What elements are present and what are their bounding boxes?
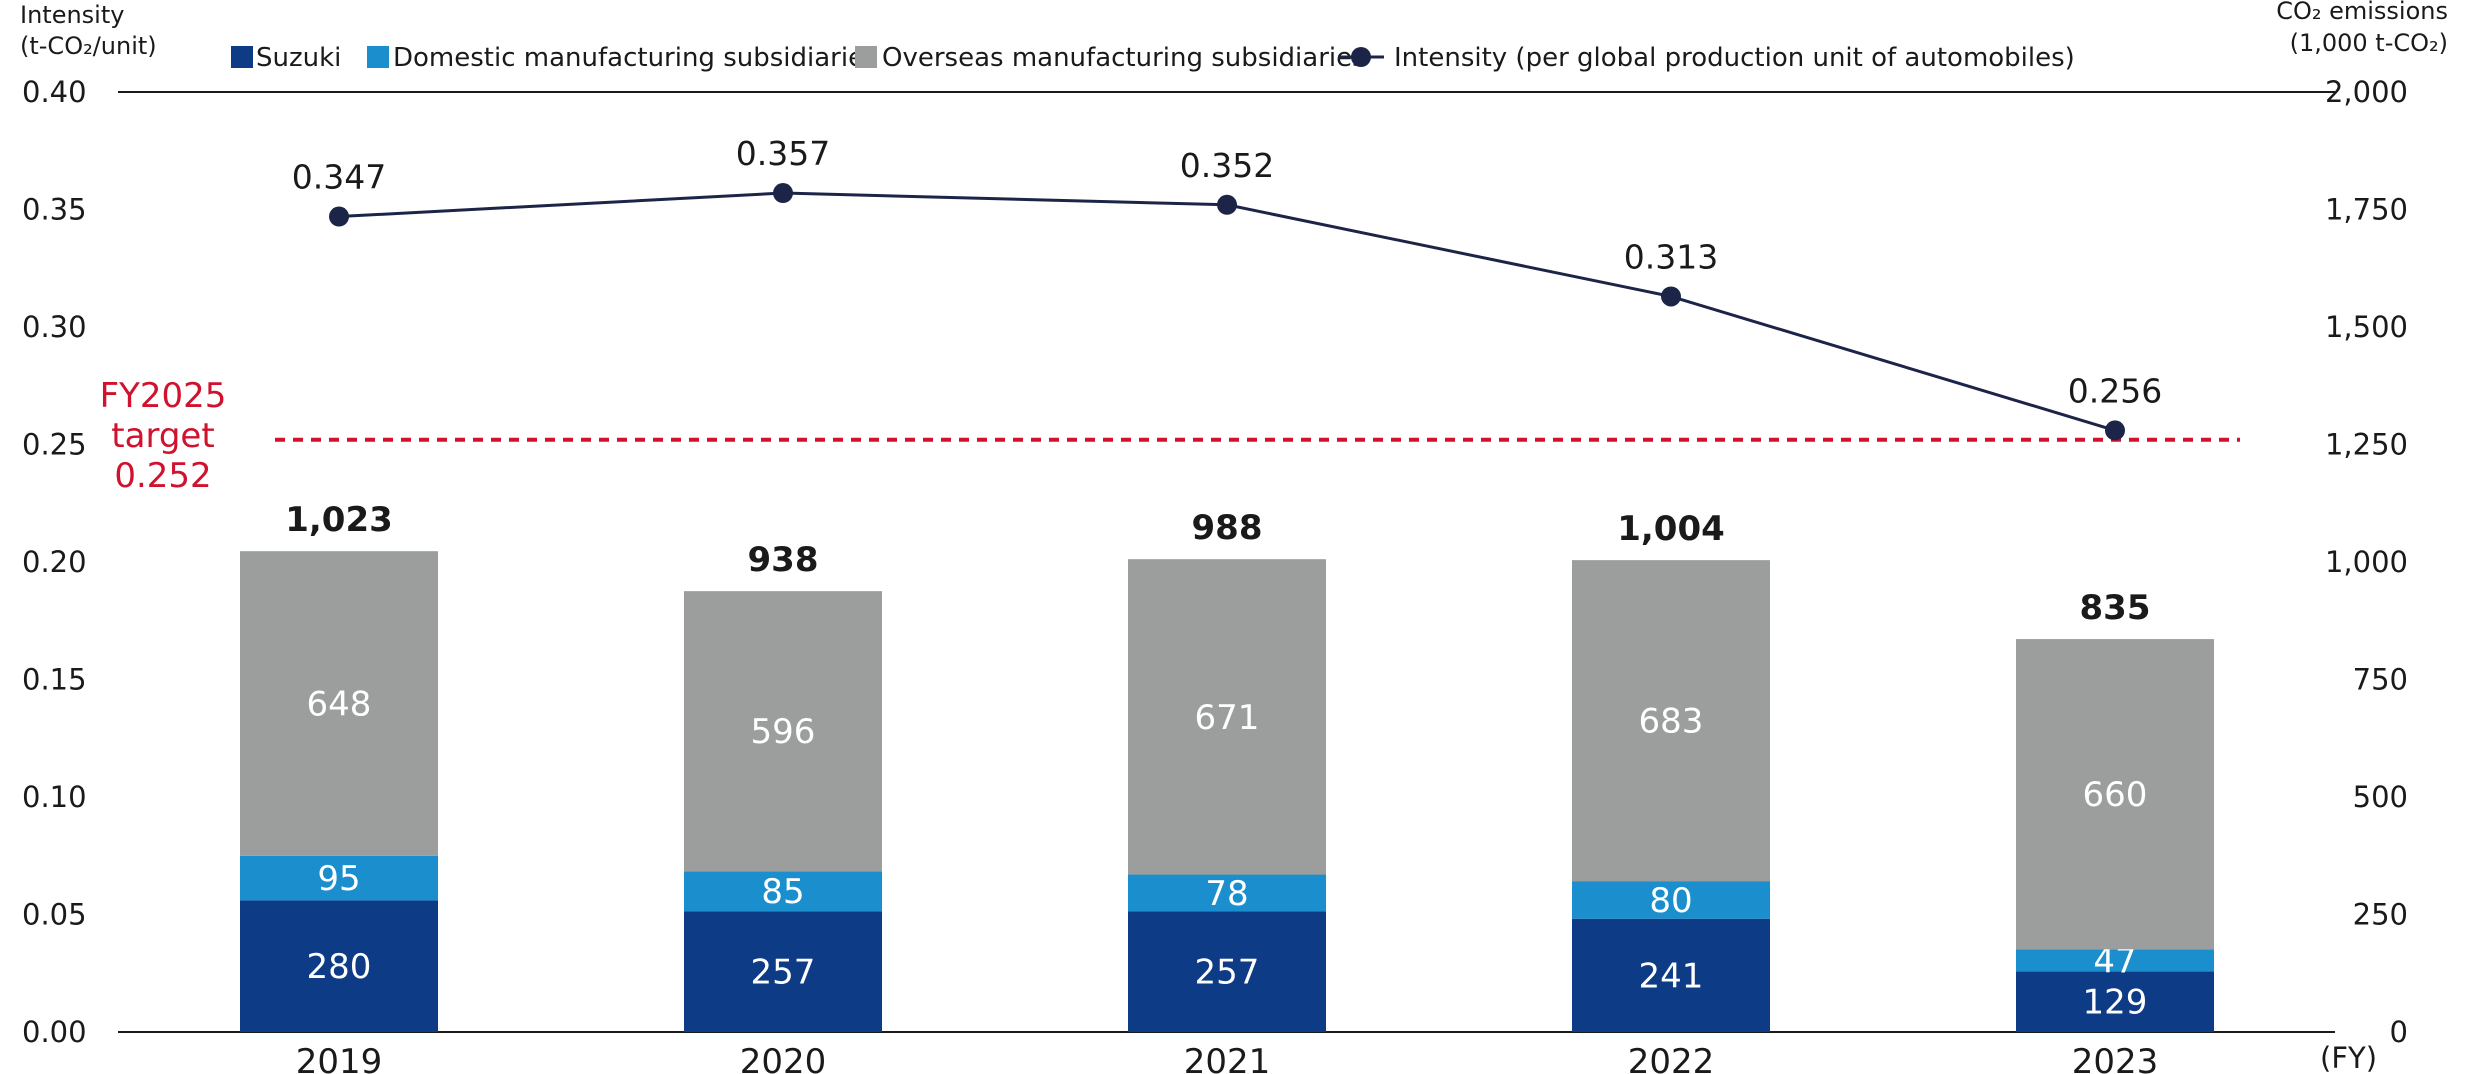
- bar-total-label: 938: [748, 540, 819, 580]
- bar-segment-suzuki: [1572, 918, 1770, 1032]
- bar-segment-overseas: [1572, 560, 1770, 882]
- legend: Suzuki Domestic manufacturing subsidiari…: [231, 43, 2075, 73]
- bar-segment-suzuki: [2016, 971, 2214, 1032]
- bar-segment-suzuki: [684, 911, 882, 1032]
- right-axis-tick-label: 2,000: [2325, 75, 2408, 109]
- x-axis-unit: (FY): [2320, 1041, 2377, 1074]
- legend-swatch-overseas: [855, 46, 877, 68]
- intensity-line-series: 0.347 0.357 0.352 0.313 0.256: [292, 134, 2162, 441]
- right-axis-title-line2: (1,000 t-CO₂): [2290, 29, 2448, 57]
- bar-value-label-overseas: 683: [1639, 702, 1704, 742]
- bar-total-label: 988: [1192, 508, 1263, 548]
- x-axis: 2019 2020 2021 2022 2023: [296, 1042, 2159, 1074]
- right-axis-tick-label: 750: [2353, 663, 2408, 697]
- bar-value-label-domestic: 80: [1649, 881, 1692, 921]
- bar-segment-domestic: [684, 871, 882, 912]
- bar-value-label-suzuki: 257: [1195, 953, 1260, 993]
- bar-value-label-suzuki: 129: [2083, 983, 2148, 1023]
- left-axis-title-line1: Intensity: [20, 1, 124, 29]
- left-axis-title-line2: (t-CO₂/unit): [20, 32, 157, 60]
- legend-label-overseas: Overseas manufacturing subsidiaries: [882, 43, 1366, 73]
- left-axis: 0.00 0.05 0.10 0.15 0.20 0.25 0.30 0.35 0.40: [22, 75, 87, 1049]
- bar-segment-domestic: [2016, 949, 2214, 972]
- intensity-point: [773, 183, 793, 204]
- right-axis-tick-label: 1,000: [2325, 545, 2408, 579]
- left-axis-tick-label: 0.20: [22, 545, 87, 579]
- bar-segment-overseas: [1128, 559, 1326, 875]
- bar-segment-overseas: [2016, 639, 2214, 950]
- intensity-point: [1661, 286, 1681, 307]
- x-axis-tick-label: 2019: [296, 1042, 383, 1074]
- legend-label-suzuki: Suzuki: [256, 43, 341, 73]
- bar-value-label-suzuki: 280: [307, 947, 372, 987]
- bar-segment-domestic: [1572, 881, 1770, 919]
- intensity-line: [338, 191, 2116, 432]
- x-axis-tick-label: 2023: [2072, 1042, 2159, 1074]
- bar-value-label-suzuki: 257: [751, 953, 816, 993]
- left-axis-tick-label: 0.35: [22, 193, 87, 227]
- left-axis-tick-label: 0.10: [22, 780, 87, 814]
- bar-segment-domestic: [1128, 874, 1326, 912]
- left-axis-tick-label: 0.25: [22, 428, 87, 462]
- intensity-value-label: 0.352: [1180, 146, 1274, 185]
- bar-value-label-overseas: 648: [307, 684, 372, 724]
- right-axis-tick-label: 250: [2353, 898, 2408, 932]
- right-axis-title-line1: CO₂ emissions: [2276, 0, 2448, 25]
- bar-value-label-overseas: 671: [1195, 698, 1260, 738]
- legend-swatch-domestic: [367, 46, 389, 68]
- bar-series: 280 95 648 1,023 257 85 596 938 257 78 671 988 241 80…: [240, 500, 2214, 1032]
- bar-value-label-domestic: 85: [761, 872, 804, 912]
- intensity-point: [329, 206, 349, 227]
- left-axis-tick-label: 0.15: [22, 663, 87, 697]
- x-axis-tick-label: 2020: [740, 1042, 827, 1074]
- legend-label-intensity: Intensity (per global production unit of…: [1394, 43, 2075, 73]
- right-axis-tick-label: 500: [2353, 780, 2408, 814]
- right-axis-tick-label: 1,500: [2325, 310, 2408, 344]
- bar-segment-suzuki: [1128, 911, 1326, 1032]
- left-axis-tick-label: 0.40: [22, 75, 87, 109]
- bar-value-label-overseas: 596: [751, 712, 816, 752]
- bar-value-label-domestic: 95: [317, 859, 360, 899]
- intensity-point: [2105, 420, 2125, 441]
- bar-segment-suzuki: [240, 900, 438, 1032]
- right-axis-tick-label: 1,750: [2325, 193, 2408, 227]
- intensity-value-label: 0.313: [1624, 237, 1718, 276]
- intensity-value-label: 0.347: [292, 158, 386, 197]
- target-label-line2: target: [111, 416, 214, 456]
- target-label-line1: FY2025: [100, 376, 227, 416]
- bar-segment-overseas: [684, 591, 882, 872]
- legend-marker-intensity: [1351, 47, 1371, 67]
- x-axis-tick-label: 2021: [1184, 1042, 1271, 1074]
- bar-value-label-domestic: 78: [1205, 874, 1248, 914]
- left-axis-tick-label: 0.05: [22, 898, 87, 932]
- bar-total-label: 835: [2080, 588, 2151, 628]
- right-axis: 0 250 500 750 1,000 1,250 1,500 1,750 2,000: [2325, 75, 2408, 1049]
- x-axis-tick-label: 2022: [1628, 1042, 1715, 1074]
- right-axis-tick-label: 0: [2390, 1015, 2408, 1049]
- bar-segment-domestic: [240, 855, 438, 901]
- bar-value-label-suzuki: 241: [1639, 956, 1704, 996]
- bar-total-label: 1,023: [285, 500, 393, 540]
- legend-swatch-suzuki: [231, 46, 253, 68]
- left-axis-tick-label: 0.30: [22, 310, 87, 344]
- bar-value-label-overseas: 660: [2083, 775, 2148, 815]
- right-axis-tick-label: 1,250: [2325, 428, 2408, 462]
- left-axis-tick-label: 0.00: [22, 1015, 87, 1049]
- intensity-point: [1217, 194, 1237, 215]
- intensity-value-label: 0.256: [2068, 371, 2162, 410]
- legend-label-domestic: Domestic manufacturing subsidiaries: [393, 43, 878, 73]
- bar-segment-overseas: [240, 551, 438, 856]
- intensity-value-label: 0.357: [736, 134, 830, 173]
- bar-total-label: 1,004: [1617, 509, 1725, 549]
- target-label-line3: 0.252: [114, 456, 211, 496]
